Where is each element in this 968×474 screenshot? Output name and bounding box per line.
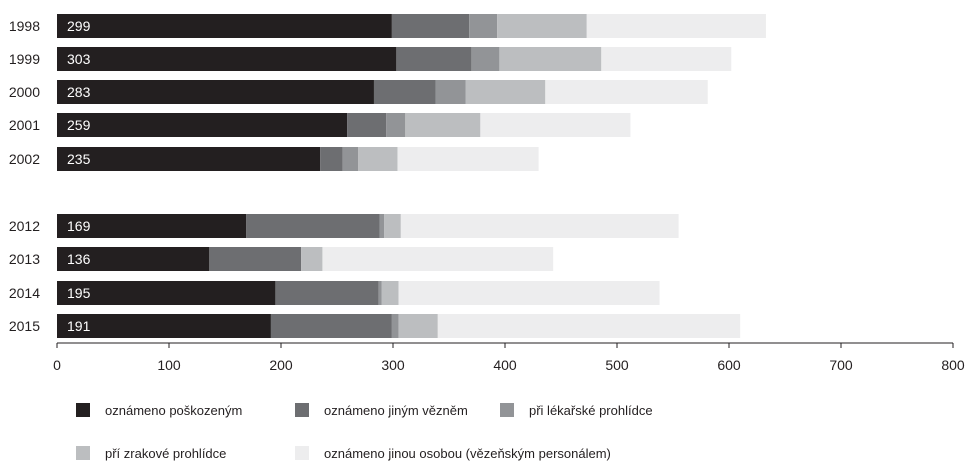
bar-segment-2014-series-2 — [275, 281, 379, 305]
x-tick-label-500: 500 — [605, 357, 629, 373]
bar-segment-2002-series-4 — [358, 147, 398, 171]
category-label-2015: 2015 — [9, 318, 40, 334]
bar-segment-2001-series-1 — [57, 113, 348, 137]
value-label-2012: 169 — [67, 218, 91, 234]
bar-segment-2015-series-1 — [57, 314, 271, 338]
legend-label-1: oznámeno poškozeným — [105, 403, 242, 418]
bar-segment-2000-series-4 — [465, 80, 546, 104]
category-label-2000: 2000 — [9, 84, 40, 100]
bar-segment-2000-series-5 — [545, 80, 708, 104]
bar-segment-1999-series-2 — [396, 47, 472, 71]
value-label-2015: 191 — [67, 318, 91, 334]
category-labels-group: 1998 1999 2000 2001 2002 2012 2013 2014 2015 — [9, 18, 40, 334]
legend-swatch-2 — [295, 403, 309, 417]
bar-segment-2000-series-3 — [435, 80, 466, 104]
bar-segment-2012-series-3 — [379, 214, 385, 238]
bar-segment-2012-series-2 — [246, 214, 380, 238]
x-tick-label-0: 0 — [53, 357, 61, 373]
x-axis: 0 100 200 300 400 500 600 700 800 — [53, 342, 965, 373]
bar-segment-2001-series-5 — [480, 113, 631, 137]
bar-segment-2012-series-5 — [400, 214, 679, 238]
bar-segment-2014-series-4 — [381, 281, 399, 305]
bar-segment-2012-series-4 — [384, 214, 401, 238]
x-tick-label-700: 700 — [829, 357, 853, 373]
x-tick-label-800: 800 — [941, 357, 965, 373]
category-label-1998: 1998 — [9, 18, 40, 34]
value-label-1999: 303 — [67, 51, 91, 67]
bar-segment-2001-series-4 — [405, 113, 481, 137]
value-label-2000: 283 — [67, 84, 91, 100]
bar-segment-1999-series-1 — [57, 47, 397, 71]
category-label-2001: 2001 — [9, 117, 40, 133]
bars-group — [57, 14, 766, 338]
bar-segment-2015-series-3 — [391, 314, 399, 338]
bar-segment-1999-series-4 — [499, 47, 602, 71]
value-label-1998: 299 — [67, 18, 91, 34]
bar-segment-1998-series-3 — [469, 14, 498, 38]
legend-swatch-4 — [76, 446, 90, 460]
bar-segment-2001-series-3 — [386, 113, 406, 137]
bar-segment-2013-series-5 — [322, 247, 554, 271]
legend-label-2: oznámeno jiným vězněm — [324, 403, 468, 418]
category-label-2013: 2013 — [9, 251, 40, 267]
bar-segment-2013-series-2 — [209, 247, 302, 271]
value-label-2002: 235 — [67, 151, 91, 167]
bar-segment-2000-series-2 — [373, 80, 436, 104]
bar-segment-2000-series-1 — [57, 80, 374, 104]
bar-segment-2015-series-5 — [437, 314, 741, 338]
legend-swatch-5 — [295, 446, 309, 460]
value-label-2014: 195 — [67, 285, 91, 301]
bar-segment-2002-series-5 — [397, 147, 539, 171]
bar-segment-2014-series-3 — [378, 281, 382, 305]
legend-label-4: pří zrakové prohlídce — [105, 446, 226, 461]
bar-segment-2002-series-3 — [342, 147, 359, 171]
x-tick-label-300: 300 — [381, 357, 405, 373]
bar-segment-1999-series-5 — [601, 47, 732, 71]
bar-segment-1998-series-4 — [497, 14, 587, 38]
legend-label-3: při lékařské prohlídce — [529, 403, 653, 418]
bar-segment-2012-series-1 — [57, 214, 247, 238]
bar-segment-2013-series-1 — [57, 247, 210, 271]
bar-segment-1998-series-5 — [586, 14, 766, 38]
x-tick-label-200: 200 — [269, 357, 293, 373]
bar-segment-2013-series-4 — [301, 247, 323, 271]
bar-segment-1998-series-2 — [391, 14, 470, 38]
bar-segment-2002-series-2 — [320, 147, 343, 171]
legend-swatch-1 — [76, 403, 90, 417]
bar-segment-2002-series-1 — [57, 147, 321, 171]
x-tick-label-100: 100 — [157, 357, 181, 373]
legend-label-5: oznámeno jinou osobou (vězeňským personá… — [324, 446, 611, 461]
bar-segment-1999-series-3 — [471, 47, 500, 71]
x-tick-label-400: 400 — [493, 357, 517, 373]
legend-swatch-3 — [500, 403, 514, 417]
bar-segment-2015-series-2 — [270, 314, 392, 338]
category-label-2002: 2002 — [9, 151, 40, 167]
bar-segment-1998-series-1 — [57, 14, 392, 38]
x-tick-label-600: 600 — [717, 357, 741, 373]
legend: oznámeno poškozeným oznámeno jiným vězněm… — [76, 403, 653, 461]
category-label-1999: 1999 — [9, 51, 40, 67]
value-label-2001: 259 — [67, 117, 91, 133]
bar-segment-2014-series-5 — [398, 281, 660, 305]
category-label-2014: 2014 — [9, 285, 40, 301]
value-label-2013: 136 — [67, 251, 91, 267]
category-label-2012: 2012 — [9, 218, 40, 234]
bar-segment-2014-series-1 — [57, 281, 276, 305]
value-labels-group: 299 303 283 259 235 169 136 195 191 — [67, 18, 91, 334]
bar-segment-2001-series-2 — [347, 113, 387, 137]
bar-segment-2015-series-4 — [398, 314, 438, 338]
